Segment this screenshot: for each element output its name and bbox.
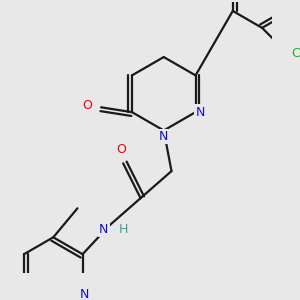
Text: Cl: Cl — [291, 47, 300, 61]
Text: N: N — [159, 130, 169, 143]
Text: O: O — [82, 99, 92, 112]
Text: O: O — [116, 143, 126, 156]
Text: N: N — [99, 223, 109, 236]
Text: H: H — [118, 223, 128, 236]
Text: N: N — [80, 288, 89, 300]
Text: N: N — [196, 106, 205, 118]
